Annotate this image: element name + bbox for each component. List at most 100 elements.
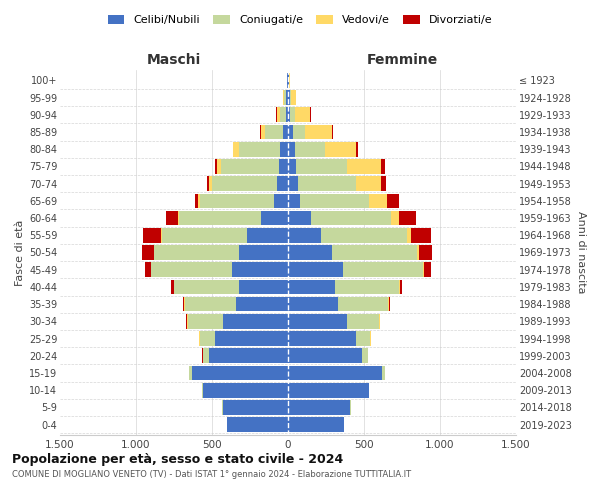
Bar [325,142,356,156]
Bar [280,142,288,156]
Bar [288,383,368,398]
Bar [185,297,236,312]
Bar [382,159,385,174]
Bar [288,418,344,432]
Bar [209,176,212,191]
Bar [217,159,221,174]
Bar [424,262,431,277]
Bar [335,280,399,294]
Text: Popolazione per età, sesso e stato civile - 2024: Popolazione per età, sesso e stato civil… [12,452,343,466]
Bar [195,194,199,208]
Bar [288,142,295,156]
Bar [300,194,368,208]
Bar [200,194,274,208]
Bar [239,245,288,260]
Bar [368,194,387,208]
Bar [279,159,288,174]
Bar [305,124,332,140]
Bar [232,262,288,277]
Bar [260,210,288,226]
Bar [223,400,288,415]
Bar [291,90,296,105]
Bar [215,159,217,174]
Bar [247,228,288,242]
Legend: Celibi/Nubili, Coniugati/e, Vedovi/e, Divorziati/e: Celibi/Nubili, Coniugati/e, Vedovi/e, Di… [103,10,497,30]
Bar [407,228,411,242]
Bar [288,348,362,363]
Bar [310,108,311,122]
Bar [288,194,300,208]
Bar [288,159,296,174]
Bar [293,124,305,140]
Bar [288,280,335,294]
Bar [417,245,419,260]
Bar [311,210,391,226]
Bar [142,245,154,260]
Bar [172,280,173,294]
Bar [288,90,290,105]
Bar [368,383,369,398]
Bar [274,194,288,208]
Bar [284,90,286,105]
Bar [277,108,280,122]
Bar [288,245,332,260]
Bar [288,366,382,380]
Bar [356,332,370,346]
Bar [221,159,279,174]
Bar [298,176,356,191]
Y-axis label: Anni di nascita: Anni di nascita [575,211,586,294]
Bar [283,90,284,105]
Bar [145,262,151,277]
Bar [208,176,209,191]
Bar [239,280,288,294]
Bar [288,73,289,88]
Bar [239,142,280,156]
Bar [288,314,347,328]
Bar [186,314,187,328]
Bar [215,332,288,346]
Bar [347,314,379,328]
Bar [143,228,161,242]
Bar [188,314,223,328]
Bar [288,210,311,226]
Bar [202,383,203,398]
Bar [295,108,310,122]
Bar [332,124,333,140]
Bar [200,332,215,346]
Bar [280,108,286,122]
Bar [343,262,423,277]
Bar [295,142,325,156]
Bar [166,210,178,226]
Bar [338,297,388,312]
Bar [382,176,386,191]
Text: Maschi: Maschi [147,54,201,68]
Bar [227,418,288,432]
Bar [192,366,288,380]
Bar [161,228,162,242]
Bar [223,314,288,328]
Bar [178,210,179,226]
Bar [399,210,416,226]
Text: Femmine: Femmine [367,54,437,68]
Bar [356,176,382,191]
Bar [260,124,265,140]
Bar [236,297,288,312]
Bar [382,366,385,380]
Text: COMUNE DI MOGLIANO VENETO (TV) - Dati ISTAT 1° gennaio 2024 - Elaborazione TUTTI: COMUNE DI MOGLIANO VENETO (TV) - Dati IS… [12,470,411,479]
Bar [183,297,184,312]
Bar [209,348,288,363]
Bar [283,124,288,140]
Bar [199,194,200,208]
Bar [288,262,343,277]
Bar [290,108,295,122]
Bar [154,245,239,260]
Bar [322,228,407,242]
Bar [296,159,347,174]
Bar [286,108,288,122]
Y-axis label: Fasce di età: Fasce di età [14,220,25,286]
Bar [288,332,356,346]
Bar [277,176,288,191]
Bar [286,90,288,105]
Bar [151,262,232,277]
Bar [290,90,291,105]
